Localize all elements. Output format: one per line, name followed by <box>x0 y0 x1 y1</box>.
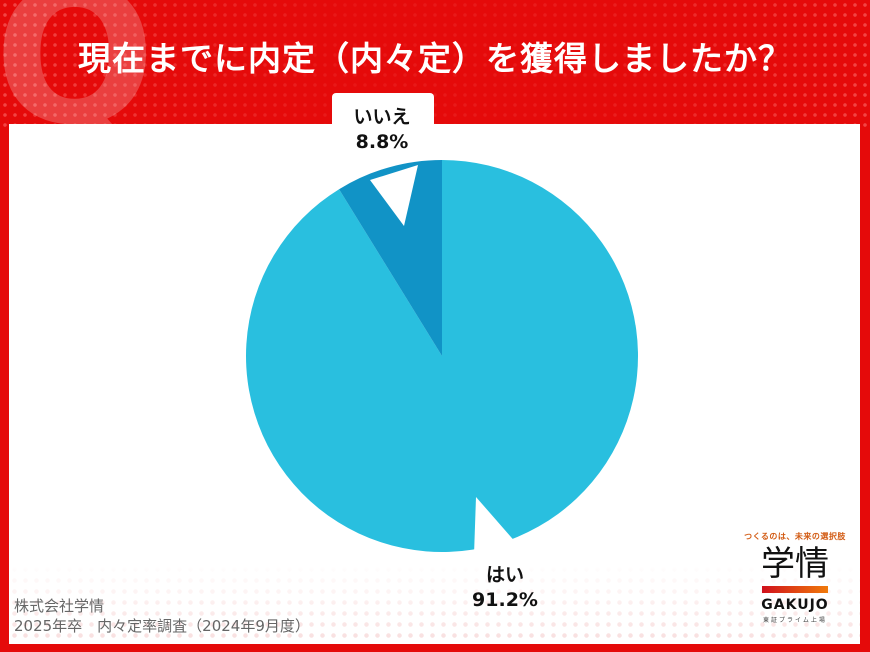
source-survey: 2025年卒 内々定率調査（2024年9月度） <box>14 617 310 635</box>
label-no: いいえ 8.8% <box>322 105 442 155</box>
logo-tagline: つくるのは、未来の選択肢 <box>744 532 846 541</box>
callout-notch-no <box>370 165 418 226</box>
label-yes-value: 91.2% <box>472 589 538 611</box>
label-no-name: いいえ <box>353 106 411 128</box>
label-no-value: 8.8% <box>355 131 409 153</box>
callout-notch-yes <box>474 497 518 555</box>
panel-dot-pattern <box>9 564 860 644</box>
label-yes-name: はい <box>485 564 524 586</box>
logo-sub: 東証プライム上場 <box>763 617 827 624</box>
pie-slice-yes <box>245 160 638 552</box>
logo-bar <box>762 586 828 593</box>
header-dot-pattern <box>0 0 870 130</box>
pie-slice-no <box>339 160 442 356</box>
source-note: 株式会社学情 2025年卒 内々定率調査（2024年9月度） <box>14 596 310 636</box>
logo-english: GAKUJO <box>761 597 829 613</box>
label-yes: はい 91.2% <box>445 563 565 613</box>
label-tab <box>332 93 434 133</box>
source-company: 株式会社学情 <box>14 597 105 615</box>
logo-kanji: 学情 <box>761 544 829 584</box>
gakujo-logo: つくるのは、未来の選択肢 学情 GAKUJO 東証プライム上場 <box>733 531 857 624</box>
page-title: 現在までに内定（内々定）を獲得しましたか？ <box>78 39 792 78</box>
